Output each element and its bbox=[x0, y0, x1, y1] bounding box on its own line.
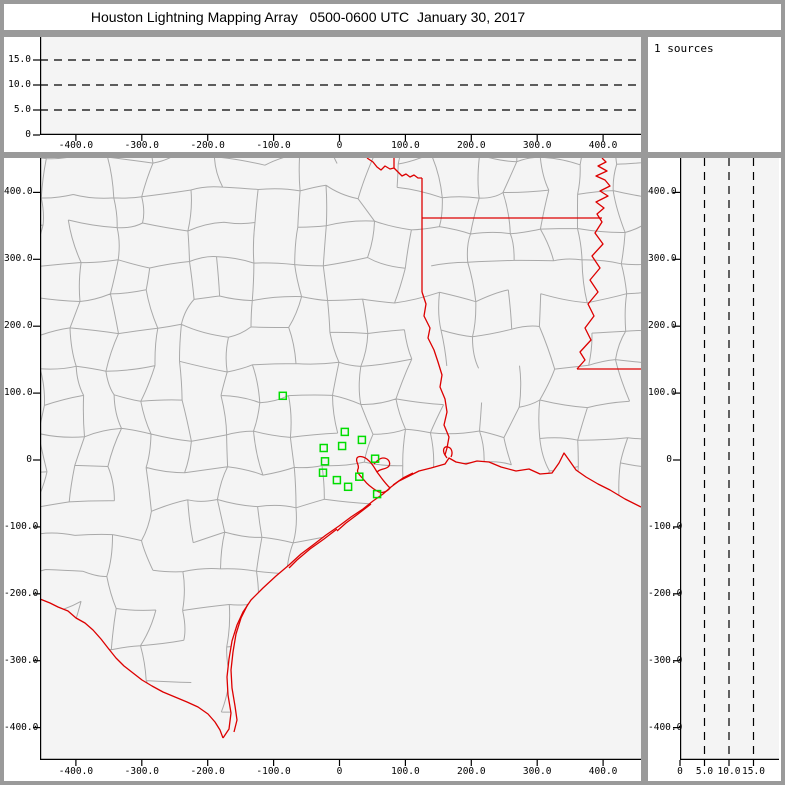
ew-distance-tick-label: 0 bbox=[336, 140, 343, 151]
altitude-tick-label: 15.0 bbox=[742, 766, 765, 777]
mississippi-river-border bbox=[576, 158, 611, 370]
title-bar: Houston Lightning Mapping Array 0500-060… bbox=[4, 4, 781, 30]
station-marker bbox=[278, 391, 288, 401]
ew-distance-tick-label: -400.0 bbox=[58, 140, 94, 151]
station-marker bbox=[332, 475, 342, 485]
panel-altitude-ns: 400.0 300.0 200.0 100.0 0 -100.0 -200.0 -300.0 -… bbox=[648, 158, 781, 781]
sabine-lake bbox=[442, 446, 453, 458]
sources-count-label: 1 sources bbox=[654, 42, 714, 55]
ew-distance-tick-label: -100.0 bbox=[256, 766, 291, 777]
ew-distance-tick-label: -300.0 bbox=[124, 766, 159, 777]
ns-distance-tick-label: -200.0 bbox=[4, 587, 39, 599]
station-marker bbox=[357, 435, 367, 445]
panel-altitude-ew: 0 5.0 10.0 15.0 -400.0 -300.0 -200.0 -100.0 0 100… bbox=[4, 37, 641, 152]
ew-distance-tick-label: -300.0 bbox=[124, 140, 159, 151]
altitude-tick-label: 15.0 bbox=[8, 54, 31, 65]
station-marker bbox=[337, 441, 347, 451]
altitude-tick-label: 10.0 bbox=[8, 79, 31, 90]
ns-distance-tick-label: 100.0 bbox=[4, 387, 33, 399]
padre-island bbox=[230, 603, 249, 733]
gulf-coastline bbox=[222, 452, 641, 739]
ns-distance-tick-label: -100.0 bbox=[4, 520, 39, 532]
ew-distance-tick-label: 400.0 bbox=[588, 766, 618, 777]
axis-lines bbox=[40, 158, 641, 760]
ns-distance-tick-label: -300.0 bbox=[648, 654, 683, 666]
station-marker bbox=[340, 427, 350, 437]
altitude-tick-label: 10.0 bbox=[717, 766, 741, 777]
ns-distance-tick-label: 300.0 bbox=[648, 253, 677, 265]
ns-distance-tick-label: 0 bbox=[666, 454, 672, 465]
station-marker bbox=[355, 472, 364, 481]
altitude-ns-plot bbox=[673, 158, 779, 766]
sabine-river-tx-la-border bbox=[421, 291, 450, 459]
galveston-island bbox=[336, 503, 372, 532]
ew-distance-tick-label: 0 bbox=[336, 766, 343, 777]
ns-distance-tick-label: 400.0 bbox=[648, 186, 677, 198]
axis-lines bbox=[40, 37, 641, 135]
station-marker bbox=[343, 482, 353, 492]
ns-distance-tick-label: 300.0 bbox=[4, 253, 33, 265]
ns-distance-tick-label: 200.0 bbox=[648, 320, 677, 332]
altitude-tick-label: 0 bbox=[25, 129, 31, 140]
panel-map-plan-view: 400.0 300.0 200.0 100.0 0 -100.0 -200.0 -300.0 -… bbox=[4, 158, 641, 781]
plot-title: Houston Lightning Mapping Array 0500-060… bbox=[90, 9, 526, 25]
matagorda-island bbox=[288, 528, 338, 569]
ew-distance-tick-label: 300.0 bbox=[522, 140, 552, 151]
ns-distance-tick-label: -200.0 bbox=[648, 587, 683, 599]
ew-distance-tick-label: 100.0 bbox=[391, 140, 420, 151]
altitude-ew-plot bbox=[33, 37, 641, 141]
ew-distance-tick-label: 200.0 bbox=[456, 766, 486, 777]
ew-distance-tick-label: 200.0 bbox=[456, 140, 486, 151]
bolivar-peninsula bbox=[392, 472, 414, 486]
ns-distance-tick-label: -300.0 bbox=[4, 654, 39, 666]
trinity-bay bbox=[373, 457, 391, 473]
ns-distance-tick-label: 0 bbox=[26, 454, 32, 465]
station-marker bbox=[320, 457, 330, 466]
ew-distance-tick-label: 100.0 bbox=[391, 766, 420, 777]
station-marker bbox=[319, 443, 328, 453]
ew-distance-tick-label: -200.0 bbox=[190, 766, 225, 777]
ns-distance-tick-label: -400.0 bbox=[648, 721, 683, 733]
ew-distance-tick-label: 300.0 bbox=[522, 766, 552, 777]
plot-area bbox=[40, 37, 641, 135]
ns-distance-tick-label: 100.0 bbox=[648, 387, 677, 399]
station-marker bbox=[318, 468, 328, 477]
station-marker bbox=[372, 489, 382, 499]
rio-grande-border bbox=[39, 598, 224, 739]
axis-lines bbox=[680, 158, 779, 760]
ns-distance-tick-label: -100.0 bbox=[648, 520, 683, 532]
station-marker bbox=[370, 454, 380, 463]
panel-sources: 1 sources bbox=[648, 37, 781, 152]
map-geography bbox=[39, 158, 641, 739]
ns-distance-tick-label: 200.0 bbox=[4, 320, 33, 332]
altitude-tick-label: 5.0 bbox=[13, 104, 31, 115]
ns-distance-tick-label: -400.0 bbox=[4, 721, 39, 733]
ns-distance-tick-label: 400.0 bbox=[4, 186, 33, 198]
ew-distance-tick-label: 400.0 bbox=[588, 140, 618, 151]
ew-distance-tick-label: -400.0 bbox=[58, 766, 94, 777]
ew-distance-tick-label: -100.0 bbox=[256, 140, 291, 151]
altitude-tick-label: 5.0 bbox=[695, 766, 714, 777]
plot-area bbox=[40, 158, 641, 760]
altitude-tick-label: 0 bbox=[677, 766, 683, 777]
ew-distance-tick-label: -200.0 bbox=[190, 140, 225, 151]
plan-view-plot bbox=[33, 158, 641, 766]
red-river-tx-ok-border bbox=[366, 158, 422, 179]
